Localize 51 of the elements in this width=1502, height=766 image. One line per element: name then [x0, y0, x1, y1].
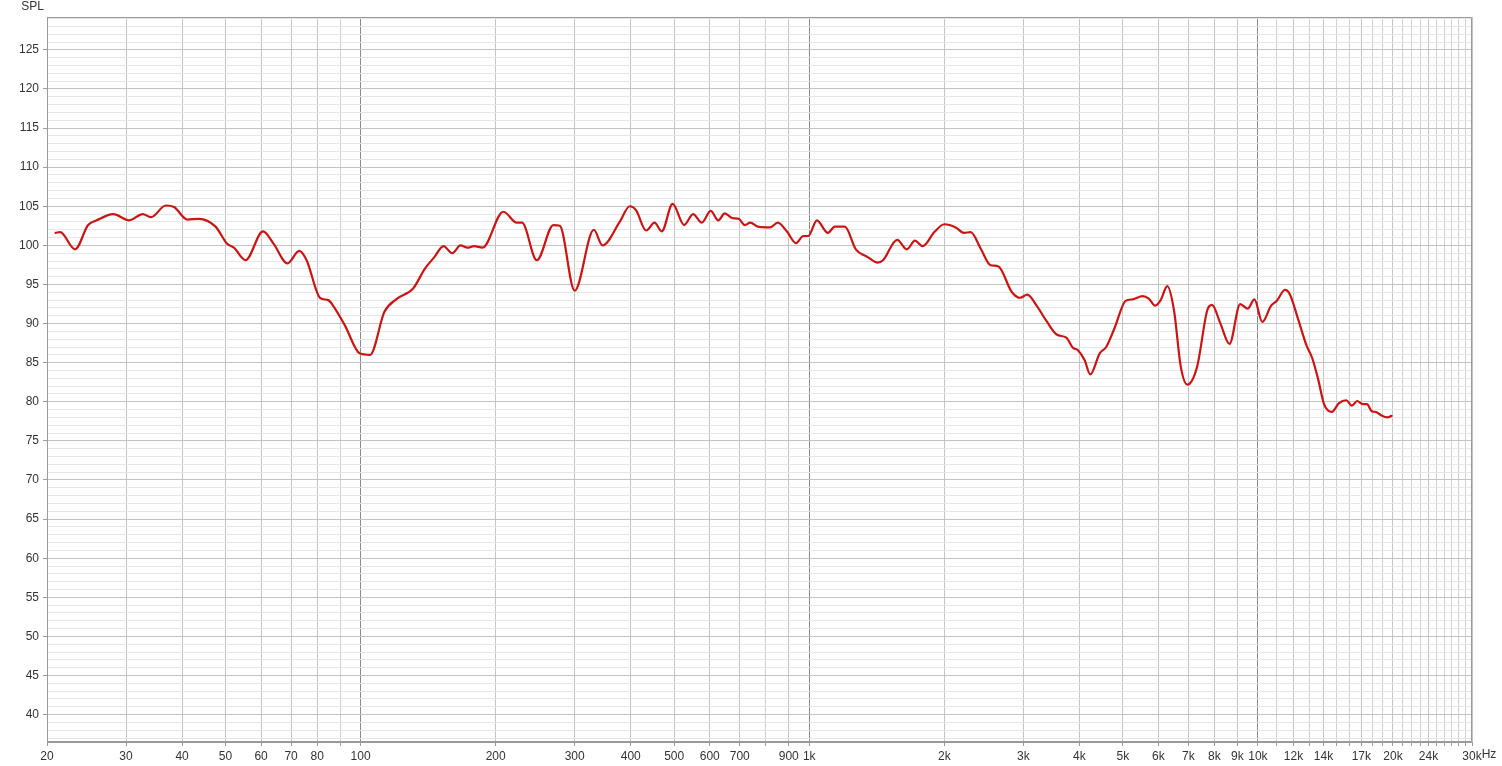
x-tick-label: 80 [310, 748, 325, 763]
y-tick-label: 120 [18, 81, 40, 96]
x-tick-label: 1k [802, 748, 817, 763]
x-tick-label: 400 [620, 748, 642, 763]
y-tick-label: 95 [25, 276, 40, 291]
x-axis-title: Hz [1481, 747, 1497, 762]
y-tick-label: 75 [25, 433, 40, 448]
x-tick-label: 4k [1073, 748, 1087, 763]
x-tick-label: 200 [485, 748, 506, 763]
x-tick-label: 60 [254, 748, 269, 763]
x-tick-label: 100 [350, 748, 371, 763]
y-tick-label: 115 [19, 120, 40, 135]
y-axis-title: SPL [21, 0, 45, 13]
x-tick-label: 40 [175, 748, 190, 763]
x-tick-label: 5k [1116, 748, 1131, 763]
x-tick-label: 70 [284, 748, 299, 763]
y-tick-label: 105 [18, 198, 40, 213]
x-tick-label: 20 [40, 748, 54, 763]
y-tick-label: 80 [25, 394, 40, 409]
y-tick-label: 85 [25, 355, 40, 369]
y-tick-label: 40 [25, 706, 40, 721]
x-tick-label: 500 [664, 748, 685, 763]
x-tick-label: 20k [1383, 748, 1404, 763]
x-tick-label: 9k [1231, 748, 1245, 763]
x-tick-label: 12k [1283, 748, 1305, 763]
x-tick-label: 700 [729, 748, 751, 763]
y-tick-label: 45 [25, 667, 40, 682]
x-tick-label: 10k [1248, 748, 1269, 763]
y-tick-label: 50 [25, 628, 40, 643]
y-tick-label: 90 [25, 315, 40, 330]
y-tick-label: 70 [25, 472, 40, 487]
y-tick-label: 100 [18, 237, 40, 252]
x-tick-label: 50 [218, 748, 233, 763]
x-tick-label: 2k [937, 748, 952, 763]
x-tick-label: 600 [699, 748, 721, 763]
y-tick-label: 55 [25, 589, 40, 604]
x-tick-label: 30 [119, 748, 133, 763]
y-tick-label: 65 [25, 511, 40, 526]
x-tick-label: 30k [1462, 748, 1483, 763]
x-tick-label: 24k [1418, 748, 1440, 763]
x-tick-label: 3k [1016, 748, 1031, 763]
y-tick-label: 125 [18, 42, 40, 57]
x-tick-label: 7k [1182, 748, 1196, 763]
x-tick-label: 8k [1208, 748, 1222, 763]
y-tick-label: 110 [19, 159, 40, 174]
x-tick-label: 300 [564, 748, 585, 763]
x-tick-label: 17k [1351, 748, 1372, 763]
y-tick-label: 60 [25, 550, 40, 565]
x-tick-label: 900 [778, 748, 800, 763]
x-tick-label: 6k [1152, 748, 1166, 763]
x-tick-label: 14k [1313, 748, 1335, 763]
